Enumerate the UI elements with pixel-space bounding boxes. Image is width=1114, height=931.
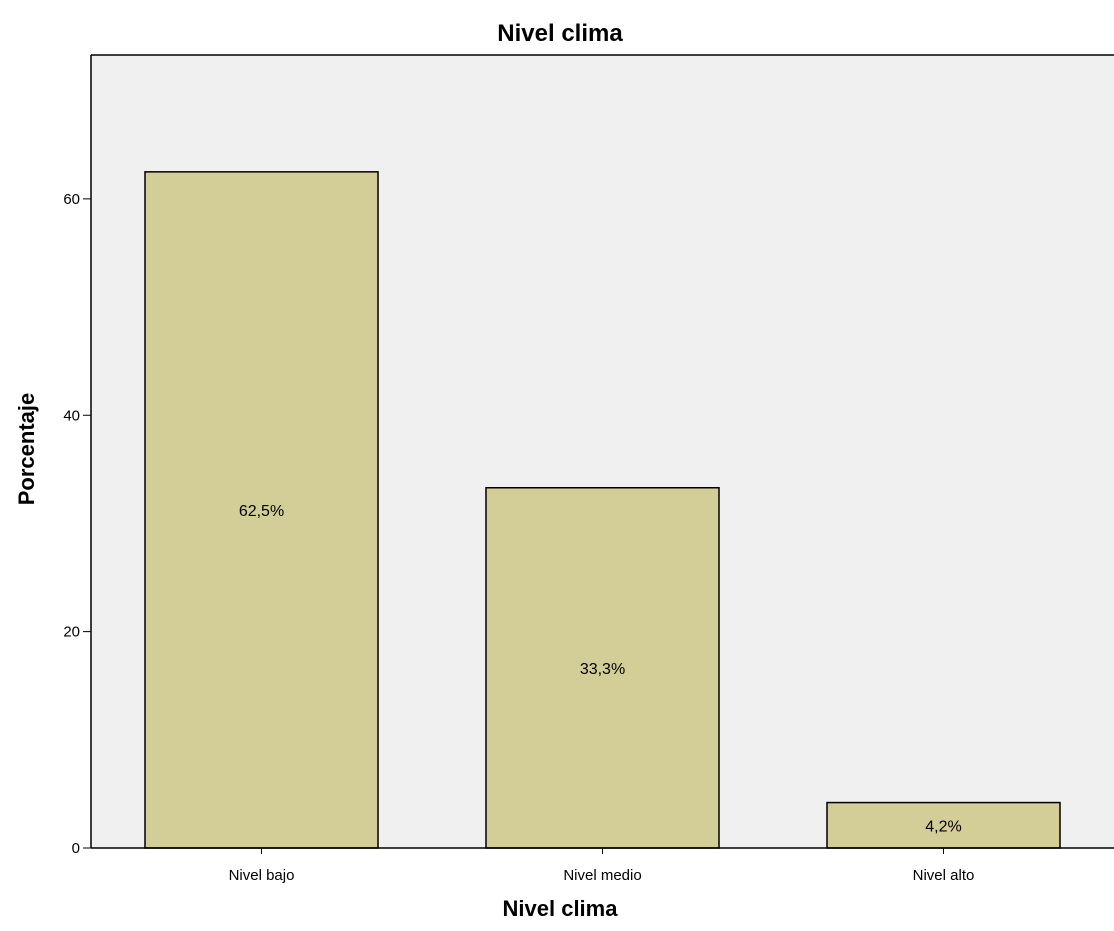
y-ticks-group: 0 20 40 60 (63, 191, 91, 857)
x-ticks-group: Nivel bajo Nivel medio Nivel alto (229, 848, 975, 884)
x-tick-label-nivel-medio: Nivel medio (563, 867, 641, 884)
y-tick-label-40: 40 (63, 407, 80, 424)
y-axis-label: Porcentaje (14, 393, 39, 506)
data-label-nivel-alto: 4,2% (925, 818, 961, 835)
bar-nivel-alto (826, 801, 1061, 849)
x-tick-label-nivel-alto: Nivel alto (913, 867, 975, 884)
y-tick-label-60: 60 (63, 191, 80, 208)
y-tick-label-0: 0 (72, 840, 80, 857)
chart-title: Nivel clima (497, 20, 623, 47)
bars-group (144, 171, 1061, 849)
bar-nivel-bajo (144, 171, 379, 849)
data-labels-group: 62,5% 33,3% 4,2% (239, 503, 962, 835)
bar-nivel-medio (485, 486, 720, 849)
x-axis-label: Nivel clima (503, 896, 619, 921)
y-tick-label-20: 20 (63, 624, 80, 641)
data-label-nivel-bajo: 62,5% (239, 503, 284, 520)
x-tick-label-nivel-bajo: Nivel bajo (229, 867, 295, 884)
data-label-nivel-medio: 33,3% (580, 661, 625, 678)
